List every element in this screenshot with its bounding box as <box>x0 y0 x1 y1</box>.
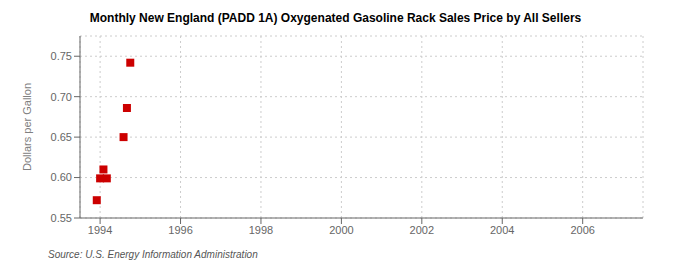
svg-text:1998: 1998 <box>249 224 273 236</box>
svg-text:2000: 2000 <box>329 224 353 236</box>
html-text:Source: U.S. Energy Informatio: Source: U.S. Energy Information Administ… <box>48 249 258 260</box>
svg-text:1996: 1996 <box>168 224 192 236</box>
svg-text:0.65: 0.65 <box>51 131 72 143</box>
svg-text:0.70: 0.70 <box>51 91 72 103</box>
svg-text:0.55: 0.55 <box>51 212 72 224</box>
svg-text:2006: 2006 <box>570 224 594 236</box>
html-text:Monthly New England (PADD 1A): Monthly New England (PADD 1A) Oxygenated… <box>89 11 582 25</box>
svg-text:2004: 2004 <box>490 224 514 236</box>
svg-text:0.75: 0.75 <box>51 50 72 62</box>
svg-text:2002: 2002 <box>410 224 434 236</box>
svg-text:Dollars per Gallon: Dollars per Gallon <box>21 83 33 171</box>
svg-text:0.60: 0.60 <box>51 171 72 183</box>
svg-text:1994: 1994 <box>88 224 112 236</box>
